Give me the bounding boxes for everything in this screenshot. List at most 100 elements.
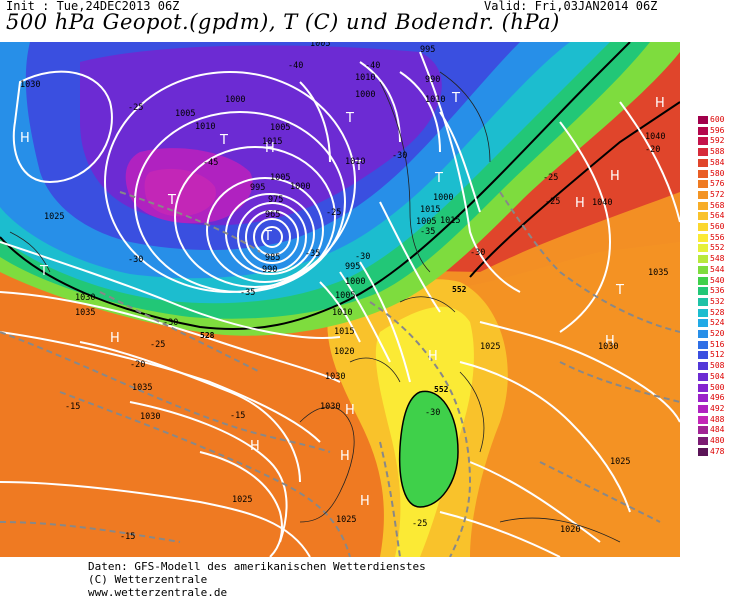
legend-label: 600 [710,115,725,124]
svg-text:1005: 1005 [416,217,436,227]
legend-level: 480 [698,436,732,445]
legend-label: 580 [710,168,725,178]
svg-text:1025: 1025 [44,212,64,222]
legend-level: 520 [698,329,732,338]
data-source-text: Daten: GFS-Modell des amerikanischen Wet… [88,560,426,573]
high-marker: H [110,331,120,346]
legend-swatch [698,201,708,210]
legend-label: 496 [710,393,725,403]
low-marker: T [263,229,272,244]
isobars [0,51,680,557]
svg-text:1035: 1035 [132,383,152,393]
svg-text:-30: -30 [163,318,178,328]
geopotential-band-572 [0,192,680,557]
legend-swatch [698,148,708,157]
svg-text:-30: -30 [470,248,485,258]
svg-text:1030: 1030 [140,412,160,422]
legend-label: 520 [710,329,725,338]
legend-label: 552 [710,243,725,253]
init-time: Init : Tue,24DEC2013 06Z [6,0,180,13]
low-marker: T [345,111,354,126]
high-marker: H [605,334,615,349]
legend-level: 556 [698,233,732,242]
legend-level: 478 [698,446,732,456]
svg-text:-15: -15 [120,532,135,542]
legend-label: 484 [710,425,725,435]
svg-text:1040: 1040 [645,132,665,142]
svg-text:-25: -25 [150,340,165,350]
svg-text:975: 975 [268,195,283,205]
svg-text:-25: -25 [128,103,143,113]
legend-swatch [698,233,708,242]
legend-level: 564 [698,211,732,221]
svg-text:1030: 1030 [598,342,618,352]
svg-text:1010: 1010 [195,122,215,132]
svg-text:1020: 1020 [560,525,580,535]
svg-text:1005: 1005 [310,42,330,49]
high-marker: H [655,96,665,111]
coastlines [9,71,621,543]
svg-text:1035: 1035 [648,268,668,278]
svg-text:1000: 1000 [290,182,310,192]
low-marker: T [167,193,176,208]
legend-level: 532 [698,297,732,306]
high-marker: H [340,449,350,464]
legend-label: 572 [710,189,725,199]
legend-swatch [698,180,708,189]
legend-swatch [698,383,708,392]
svg-text:-30: -30 [392,151,407,161]
legend-level: 572 [698,189,732,199]
pressure-labels: 1030 1025 1030 1035 1035 1030 1025 1030 … [20,42,668,535]
svg-text:1000: 1000 [345,277,365,287]
legend-label: 488 [710,414,725,424]
legend-swatch [698,265,708,274]
high-marker: H [575,196,585,211]
cold-pool-552 [398,390,459,508]
svg-text:1015: 1015 [420,205,440,215]
valid-time: Valid: Fri,03JAN2014 06Z [484,0,658,13]
svg-text:995: 995 [250,183,265,193]
svg-text:1030: 1030 [75,293,95,303]
legend-level: 516 [698,340,732,349]
legend-level: 592 [698,136,732,146]
isotherms [0,191,680,557]
legend-swatch [698,212,708,221]
svg-text:-40: -40 [288,61,303,71]
legend-label: 504 [710,371,725,381]
legend-level: 540 [698,276,732,285]
legend-swatch [698,126,708,135]
legend-label: 536 [710,286,725,296]
legend-swatch [698,190,708,199]
svg-text:-25: -25 [412,519,427,529]
legend-label: 564 [710,211,725,221]
high-marker: H [360,494,370,509]
svg-text:1010: 1010 [345,157,365,167]
legend-label: 560 [710,222,725,231]
svg-text:-45: -45 [203,158,218,168]
legend-label: 568 [710,200,725,210]
svg-text:-40: -40 [365,61,380,71]
svg-text:-35: -35 [420,227,435,237]
legend-swatch [698,426,708,435]
svg-text:1040: 1040 [592,198,612,208]
svg-text:1005: 1005 [175,109,195,119]
legend-level: 580 [698,168,732,178]
svg-text:1005: 1005 [270,123,290,133]
high-marker: H [250,439,260,454]
legend-level: 548 [698,254,732,264]
high-marker: H [428,349,438,364]
svg-text:990: 990 [262,265,277,275]
svg-text:995: 995 [345,262,360,272]
svg-text:1015: 1015 [440,216,460,226]
svg-text:995: 995 [420,45,435,55]
legend-label: 478 [710,446,725,456]
svg-text:1000: 1000 [225,95,245,105]
legend-swatch [698,308,708,317]
legend-label: 508 [710,361,725,371]
high-marker: H [610,169,620,184]
svg-text:1030: 1030 [20,80,40,90]
svg-text:1000: 1000 [433,193,453,203]
legend-swatch [698,437,708,445]
contour-552-label: 552 [452,285,467,294]
high-marker: H [345,403,355,418]
